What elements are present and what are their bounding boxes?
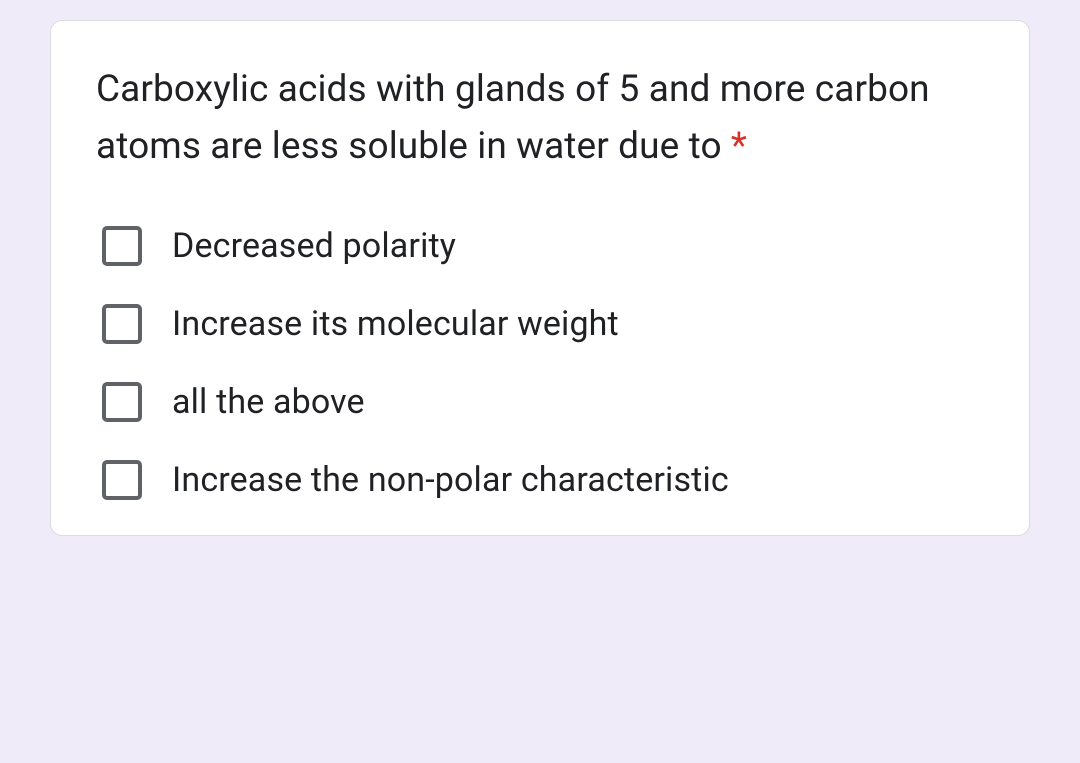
option-label: all the above: [172, 382, 365, 422]
option-row[interactable]: all the above: [102, 382, 984, 422]
option-row[interactable]: Increase its molecular weight: [102, 304, 984, 344]
checkbox-icon[interactable]: [102, 382, 142, 422]
question-text: Carboxylic acids with glands of 5 and mo…: [96, 61, 984, 176]
checkbox-icon[interactable]: [102, 226, 142, 266]
checkbox-icon[interactable]: [102, 460, 142, 500]
option-row[interactable]: Increase the non-polar characteristic: [102, 460, 984, 500]
question-card: Carboxylic acids with glands of 5 and mo…: [50, 20, 1030, 536]
question-body: Carboxylic acids with glands of 5 and mo…: [96, 68, 930, 168]
option-label: Increase its molecular weight: [172, 304, 619, 344]
option-label: Increase the non-polar characteristic: [172, 460, 729, 500]
option-row[interactable]: Decreased polarity: [102, 226, 984, 266]
options-list: Decreased polarity Increase its molecula…: [96, 226, 984, 500]
required-marker: *: [722, 125, 747, 168]
option-label: Decreased polarity: [172, 226, 456, 266]
checkbox-icon[interactable]: [102, 304, 142, 344]
